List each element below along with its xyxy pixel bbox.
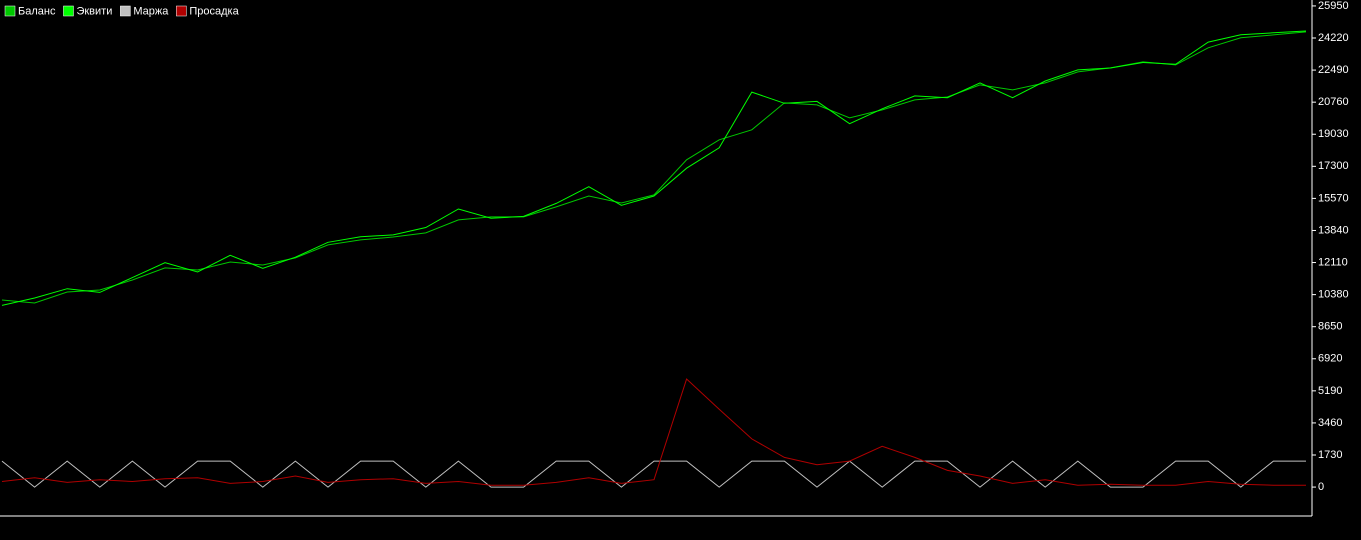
y-tick-label: 24220 [1318,32,1349,44]
series-line [1,30,1307,306]
legend-label: Баланс [18,5,56,17]
series-line [1,378,1306,486]
y-tick-label: 22490 [1318,64,1349,76]
series-line [1,31,1307,304]
y-tick-label: 13840 [1318,224,1349,236]
y-tick-label: 8650 [1318,321,1342,333]
y-tick-label: 15570 [1318,192,1349,204]
y-tick-label: 12110 [1318,256,1348,268]
y-tick-label: 1730 [1318,449,1342,461]
legend-swatch [4,5,16,17]
legend-label: Маржа [133,5,169,17]
series-line [1,460,1306,488]
legend-label: Просадка [189,5,239,17]
y-tick-label: 0 [1318,481,1324,493]
y-tick-label: 3460 [1318,417,1342,429]
legend-swatch [120,5,131,17]
legend-label: Эквити [76,5,112,17]
y-tick-label: 6920 [1318,353,1342,365]
y-tick-label: 25950 [1318,0,1349,12]
legend-swatch [176,5,187,17]
y-tick-label: 20760 [1318,96,1349,108]
y-tick-label: 5190 [1318,385,1342,397]
y-tick-label: 17300 [1318,160,1349,172]
y-tick-label: 10380 [1318,289,1349,301]
legend-swatch [63,5,74,17]
y-tick-label: 19030 [1318,128,1349,140]
